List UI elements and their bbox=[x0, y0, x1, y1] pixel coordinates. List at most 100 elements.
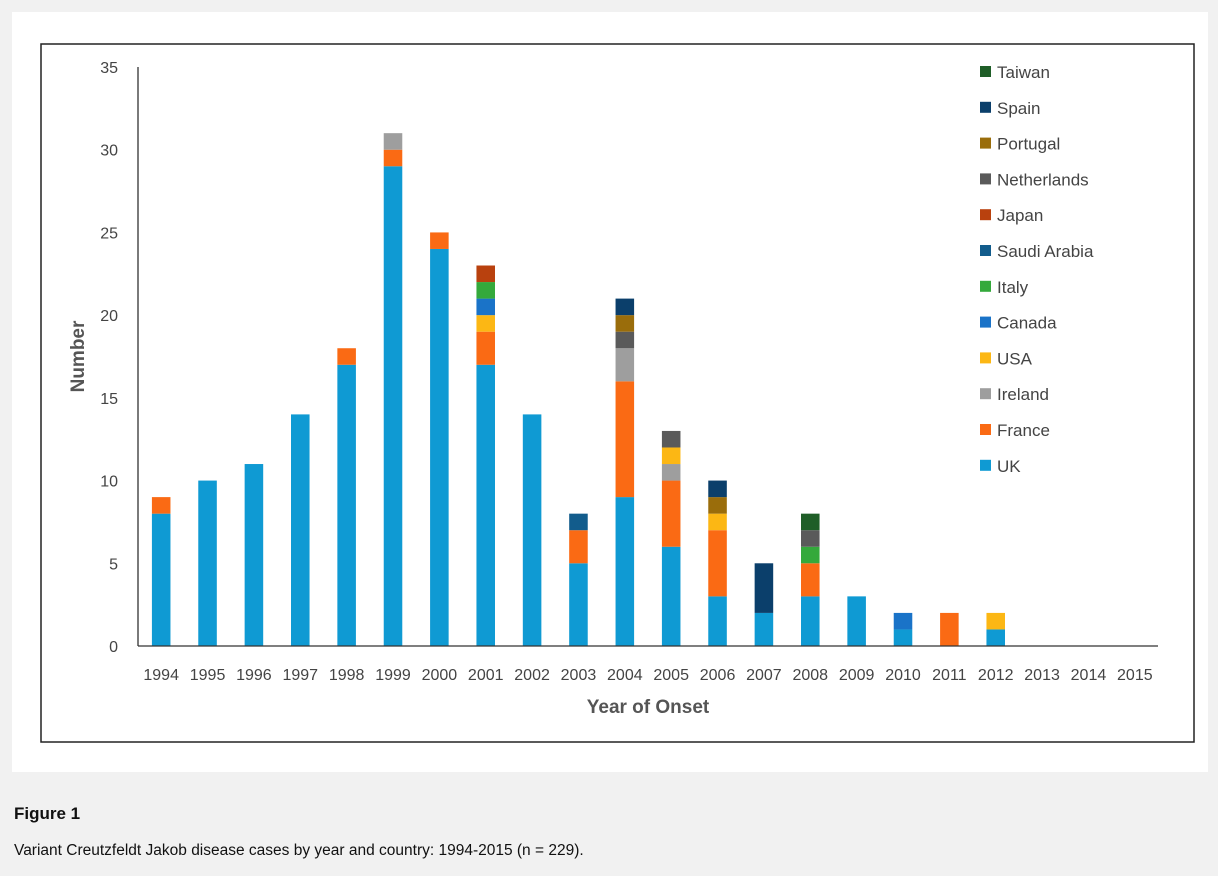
bar-spain-2004 bbox=[615, 298, 635, 316]
bar-uk-1994 bbox=[151, 513, 171, 646]
bar-france-2004 bbox=[615, 381, 635, 498]
bar-uk-2012 bbox=[986, 629, 1005, 646]
bar-france-2008 bbox=[801, 563, 820, 597]
bar-usa-2012 bbox=[986, 612, 1005, 630]
x-tick-label: 2002 bbox=[514, 667, 550, 684]
bar-france-2001 bbox=[476, 331, 495, 365]
x-tick-label: 1999 bbox=[375, 667, 411, 684]
bar-uk-2002 bbox=[522, 414, 542, 646]
bar-uk-2007 bbox=[754, 612, 774, 646]
x-tick-label: 2006 bbox=[700, 667, 736, 684]
bar-uk-2001 bbox=[476, 364, 495, 646]
bar-canada-2001 bbox=[476, 298, 495, 316]
bar-portugal-2006 bbox=[708, 497, 727, 514]
x-tick-label: 1996 bbox=[236, 667, 272, 684]
bar-france-2003 bbox=[569, 530, 588, 564]
bar-france-2000 bbox=[430, 232, 449, 249]
legend-swatch-saudi-arabia bbox=[980, 245, 991, 256]
bar-usa-2006 bbox=[708, 513, 727, 531]
x-tick-label: 2014 bbox=[1071, 667, 1107, 684]
legend-label-taiwan: Taiwan bbox=[997, 63, 1050, 82]
bar-netherlands-2008 bbox=[801, 530, 820, 547]
legend-label-usa: USA bbox=[997, 349, 1033, 368]
y-tick-label: 15 bbox=[100, 391, 118, 408]
legend-swatch-uk bbox=[980, 459, 991, 471]
bar-uk-2000 bbox=[430, 248, 449, 646]
bar-netherlands-2005 bbox=[661, 430, 681, 448]
legend-label-netherlands: Netherlands bbox=[997, 170, 1089, 189]
bar-usa-2005 bbox=[661, 447, 681, 465]
legend-swatch-portugal bbox=[980, 137, 991, 149]
x-tick-label: 2015 bbox=[1117, 667, 1153, 684]
x-axis-title: Year of Onset bbox=[587, 697, 710, 718]
bar-taiwan-2008 bbox=[801, 513, 820, 531]
y-tick-label: 30 bbox=[100, 143, 118, 160]
x-tick-label: 2000 bbox=[422, 667, 458, 684]
figure-caption: Variant Creutzfeldt Jakob disease cases … bbox=[14, 842, 584, 859]
bar-uk-2010 bbox=[893, 629, 913, 646]
legend-label-ireland: Ireland bbox=[997, 385, 1049, 404]
y-tick-label: 0 bbox=[109, 639, 118, 656]
legend-swatch-netherlands bbox=[980, 173, 991, 185]
legend-label-saudi-arabia: Saudi Arabia bbox=[997, 242, 1094, 261]
bar-uk-2004 bbox=[615, 497, 635, 646]
x-tick-label: 2008 bbox=[792, 667, 828, 684]
bar-saudi-arabia-2003 bbox=[569, 513, 588, 531]
bar-spain-2006 bbox=[708, 480, 727, 498]
axes-group: 0 5 10 15 20 25 30 35 1994 1995 1996 1997 1998 1999 20… bbox=[100, 60, 1158, 684]
bar-france-1998 bbox=[337, 348, 356, 365]
x-tick-label: 1998 bbox=[329, 667, 365, 684]
bar-ireland-1999 bbox=[383, 133, 403, 150]
x-tick-label: 2009 bbox=[839, 667, 875, 684]
legend-label-france: France bbox=[997, 421, 1050, 440]
bar-uk-2003 bbox=[569, 563, 588, 646]
legend-swatch-spain bbox=[980, 101, 991, 113]
y-tick-label: 10 bbox=[100, 474, 118, 491]
legend-swatch-taiwan bbox=[980, 66, 991, 77]
bar-italy-2001 bbox=[476, 282, 495, 299]
bar-uk-1995 bbox=[198, 480, 217, 646]
y-axis-title: Number bbox=[68, 320, 89, 392]
legend-swatch-usa bbox=[980, 352, 991, 364]
y-tick-label: 25 bbox=[100, 225, 118, 242]
stacked-bar-chart: 0 5 10 15 20 25 30 35 1994 1995 1996 1997 1998 1999 20… bbox=[40, 43, 1195, 743]
bars-group bbox=[151, 133, 1005, 646]
bar-ireland-2004 bbox=[615, 348, 635, 382]
legend-label-uk: UK bbox=[997, 457, 1021, 476]
y-tick-label: 35 bbox=[100, 60, 118, 77]
bar-france-1999 bbox=[383, 149, 403, 167]
bar-ireland-2005 bbox=[661, 464, 681, 481]
bar-uk-1999 bbox=[383, 166, 403, 646]
bar-japan-2001 bbox=[476, 265, 495, 283]
bar-spain-2007 bbox=[754, 563, 774, 613]
x-tick-label: 2010 bbox=[885, 667, 921, 684]
legend: Taiwan Spain Portugal Netherlands Japan Saudi… bbox=[980, 63, 1094, 476]
x-tick-label: 2007 bbox=[746, 667, 782, 684]
legend-label-spain: Spain bbox=[997, 99, 1040, 118]
x-tick-label: 2005 bbox=[653, 667, 689, 684]
legend-swatch-france bbox=[980, 424, 991, 435]
bar-france-2011 bbox=[940, 612, 959, 646]
legend-label-japan: Japan bbox=[997, 206, 1043, 225]
y-tick-label: 5 bbox=[109, 556, 118, 573]
bar-uk-2009 bbox=[847, 596, 866, 646]
bar-uk-2006 bbox=[708, 596, 727, 646]
bar-france-2006 bbox=[708, 530, 727, 597]
legend-swatch-italy bbox=[980, 280, 991, 292]
x-tick-label: 2003 bbox=[561, 667, 597, 684]
x-tick-label: 2012 bbox=[978, 667, 1014, 684]
x-tick-label: 2013 bbox=[1024, 667, 1060, 684]
bar-france-1994 bbox=[151, 497, 171, 514]
legend-label-canada: Canada bbox=[997, 314, 1057, 333]
bar-france-2005 bbox=[661, 480, 681, 547]
bar-uk-1996 bbox=[244, 464, 264, 646]
bar-uk-1998 bbox=[337, 364, 356, 646]
x-tick-label: 2011 bbox=[932, 667, 967, 684]
legend-label-portugal: Portugal bbox=[997, 135, 1060, 154]
bar-portugal-2004 bbox=[615, 315, 635, 332]
bar-usa-2001 bbox=[476, 315, 495, 332]
bar-canada-2010 bbox=[893, 612, 913, 630]
x-tick-label: 1995 bbox=[190, 667, 226, 684]
bar-uk-1997 bbox=[291, 414, 310, 646]
legend-swatch-ireland bbox=[980, 388, 991, 400]
